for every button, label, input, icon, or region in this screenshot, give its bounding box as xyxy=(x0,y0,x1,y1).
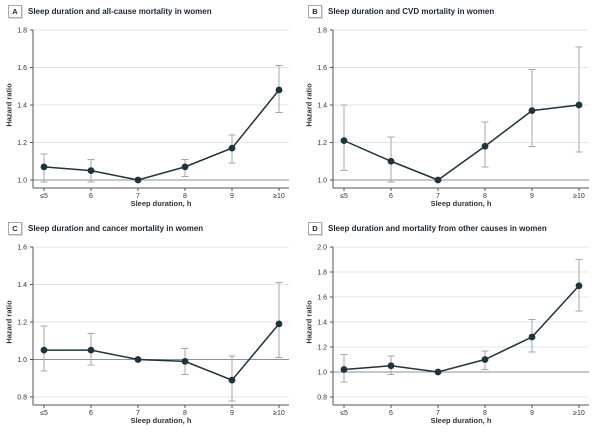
panel-a-header: A Sleep duration and all-cause mortality… xyxy=(8,5,212,18)
y-tick-label: 1.6 xyxy=(317,295,327,302)
x-tick-label: 9 xyxy=(530,410,534,417)
panel-b: B Sleep duration and CVD mortality in wo… xyxy=(300,0,600,217)
hazard-ratio-line-chart: 0.8 1.0 1.2 1.4 1.6 1.8 2.0 ≤5 6 7 8 9 ≥10 xyxy=(317,245,589,417)
data-point xyxy=(387,157,395,165)
data-point xyxy=(87,167,95,175)
panel-letter-badge: A xyxy=(8,5,22,18)
data-point xyxy=(387,362,395,370)
data-point xyxy=(134,356,142,363)
y-tick-label: 1.4 xyxy=(17,103,27,110)
panel-title: Sleep duration and CVD mortality in wome… xyxy=(328,7,495,16)
x-tick-label: ≥10 xyxy=(573,410,585,417)
y-tick-label: 1.8 xyxy=(317,28,327,35)
x-tick-label: 8 xyxy=(483,193,487,200)
x-tick-label: 7 xyxy=(436,410,440,417)
x-tick-label: 7 xyxy=(136,410,140,417)
panel-d: D Sleep duration and mortality from othe… xyxy=(300,217,600,435)
data-point xyxy=(575,101,583,109)
x-tick-label: ≤5 xyxy=(40,193,48,200)
x-axis-label: Sleep duration, h xyxy=(130,416,192,425)
panel-letter-badge: C xyxy=(8,222,22,235)
series-line xyxy=(343,104,580,181)
data-point xyxy=(40,346,48,354)
x-tick-label: 9 xyxy=(230,410,234,417)
x-tick-label: ≥10 xyxy=(273,193,285,200)
x-tick-label: 7 xyxy=(136,193,140,200)
x-tick-label: ≤5 xyxy=(340,193,348,200)
x-tick-label: ≤5 xyxy=(40,410,48,417)
y-tick-label: 1.6 xyxy=(317,65,327,72)
y-tick-label: 1.8 xyxy=(17,28,27,35)
x-tick-label: ≥10 xyxy=(573,193,585,200)
y-tick-label: 1.4 xyxy=(17,282,27,289)
y-tick-label: 2.0 xyxy=(317,245,327,252)
x-tick-label: 8 xyxy=(183,193,187,200)
x-tick-label: 9 xyxy=(230,193,234,200)
hazard-ratio-line-chart: 0.8 1.0 1.2 1.4 1.6 ≤5 6 7 8 9 ≥10 xyxy=(17,245,289,417)
y-tick-label: 1.8 xyxy=(317,270,327,277)
y-tick-label: 1.2 xyxy=(317,140,327,147)
x-tick-label: 6 xyxy=(389,410,393,417)
data-point xyxy=(87,346,95,354)
data-point xyxy=(340,366,348,373)
panel-c-header: C Sleep duration and cancer mortality in… xyxy=(8,222,203,235)
series-line xyxy=(44,323,280,382)
panel-a: A Sleep duration and all-cause mortality… xyxy=(0,0,300,217)
x-tick-label: 9 xyxy=(530,193,534,200)
data-point xyxy=(434,368,442,376)
y-tick-label: 1.2 xyxy=(317,345,327,352)
x-tick-label: ≥10 xyxy=(273,410,285,417)
y-tick-label: 1.4 xyxy=(317,320,327,327)
data-point xyxy=(575,282,583,290)
data-point xyxy=(134,176,142,184)
x-tick-label: 6 xyxy=(89,410,93,417)
y-tick-label: 1.4 xyxy=(317,103,327,110)
x-tick-label: 6 xyxy=(389,193,393,200)
y-tick-label: 1.0 xyxy=(317,178,327,185)
x-axis-label: Sleep duration, h xyxy=(430,199,492,208)
data-point xyxy=(228,376,236,384)
y-tick-label: 1.6 xyxy=(17,245,27,252)
y-tick-label: 0.8 xyxy=(17,395,27,402)
panel-letter-badge: D xyxy=(308,222,322,235)
panel-title: Sleep duration and mortality from other … xyxy=(328,224,547,233)
series-line xyxy=(43,89,280,181)
panel-b-header: B Sleep duration and CVD mortality in wo… xyxy=(308,5,494,18)
y-tick-label: 1.0 xyxy=(17,357,27,364)
data-point xyxy=(228,144,236,152)
y-tick-label: 1.6 xyxy=(17,65,27,72)
series-line xyxy=(343,285,580,373)
panel-letter-badge: B xyxy=(308,5,322,18)
data-point xyxy=(481,142,489,150)
x-tick-label: 6 xyxy=(89,193,93,200)
x-tick-label: 7 xyxy=(436,193,440,200)
x-axis-label: Sleep duration, h xyxy=(130,199,192,208)
x-tick-label: 8 xyxy=(483,410,487,417)
hazard-ratio-line-chart: 1.0 1.2 1.4 1.6 1.8 ≤5 6 7 8 9 ≥10 xyxy=(317,28,589,200)
data-point xyxy=(528,107,536,115)
x-axis-label: Sleep duration, h xyxy=(430,416,492,425)
y-tick-label: 1.0 xyxy=(317,370,327,377)
data-point xyxy=(481,356,489,363)
y-tick-label: 1.0 xyxy=(17,178,27,185)
panel-c: C Sleep duration and cancer mortality in… xyxy=(0,217,300,435)
panel-d-header: D Sleep duration and mortality from othe… xyxy=(308,222,547,235)
x-tick-label: ≤5 xyxy=(340,410,348,417)
hazard-ratio-line-chart: 1.0 1.2 1.4 1.6 1.8 ≤5 6 7 8 9 ≥10 xyxy=(17,28,289,200)
y-tick-label: 0.8 xyxy=(317,395,327,402)
y-tick-label: 1.2 xyxy=(17,140,27,147)
panel-title: Sleep duration and cancer mortality in w… xyxy=(28,224,204,233)
panel-title: Sleep duration and all-cause mortality i… xyxy=(28,7,212,16)
data-point xyxy=(181,357,189,365)
data-point xyxy=(181,163,189,171)
data-point xyxy=(528,333,536,341)
data-point xyxy=(40,163,48,171)
data-point xyxy=(275,320,283,328)
data-point xyxy=(434,176,442,184)
x-tick-label: 8 xyxy=(183,410,187,417)
y-tick-label: 1.2 xyxy=(17,320,27,327)
data-point xyxy=(275,86,283,94)
data-point xyxy=(340,137,348,145)
